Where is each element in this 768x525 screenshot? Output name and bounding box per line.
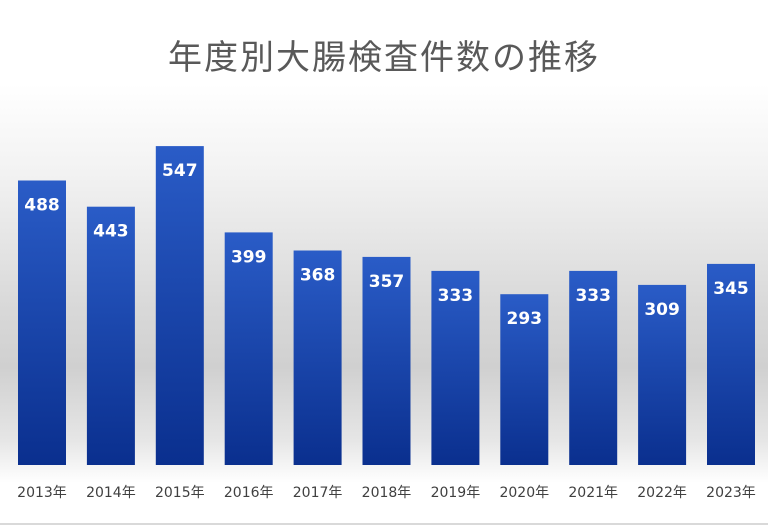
x-tick-label-2019年: 2019年	[431, 485, 481, 501]
bar-2023年	[707, 263, 755, 465]
data-label-2014年: 443	[93, 222, 129, 242]
data-label-2016年: 399	[231, 247, 267, 267]
data-label-2013年: 488	[24, 196, 60, 216]
bar-2014年	[86, 206, 135, 465]
x-tick-label-2016年: 2016年	[224, 485, 274, 501]
x-tick-label-2015年: 2015年	[155, 485, 205, 501]
data-label-2021年: 333	[575, 286, 611, 306]
bar-2015年	[155, 146, 204, 465]
bar-2018年	[362, 256, 411, 465]
bar-2013年	[18, 180, 66, 465]
bar-2017年	[293, 250, 342, 465]
data-label-2022年: 309	[644, 300, 680, 320]
x-tick-label-2023年: 2023年	[706, 485, 756, 501]
x-tick-label-2018年: 2018年	[362, 485, 412, 501]
bar-2021年	[569, 270, 618, 465]
data-label-2019年: 333	[438, 286, 474, 306]
bar-2022年	[638, 284, 687, 465]
data-label-2017年: 368	[300, 266, 336, 286]
bar-2019年	[431, 270, 480, 465]
x-tick-label-2020年: 2020年	[499, 485, 549, 501]
bar-2016年	[224, 232, 273, 465]
x-tick-label-2014年: 2014年	[86, 485, 136, 501]
x-tick-label-2021年: 2021年	[568, 485, 618, 501]
data-label-2020年: 293	[507, 309, 543, 329]
data-label-2023年: 345	[713, 279, 749, 299]
x-tick-label-2013年: 2013年	[17, 485, 67, 501]
x-tick-label-2017年: 2017年	[293, 485, 343, 501]
data-labels-group: 488 443 547 399 368 357 333 293 333 309 345	[24, 161, 749, 329]
chart-title: 年度別大腸検査件数の推移	[168, 38, 600, 78]
x-axis-tick-labels: 2013年 2014年 2015年 2016年 2017年 2018年 2019年 2020年…	[17, 485, 756, 501]
bar-2020年	[500, 294, 549, 465]
data-label-2018年: 357	[369, 272, 405, 292]
bars-group	[18, 146, 755, 465]
x-tick-label-2022年: 2022年	[637, 485, 687, 501]
data-label-2015年: 547	[162, 161, 198, 181]
bottom-divider	[0, 523, 768, 525]
